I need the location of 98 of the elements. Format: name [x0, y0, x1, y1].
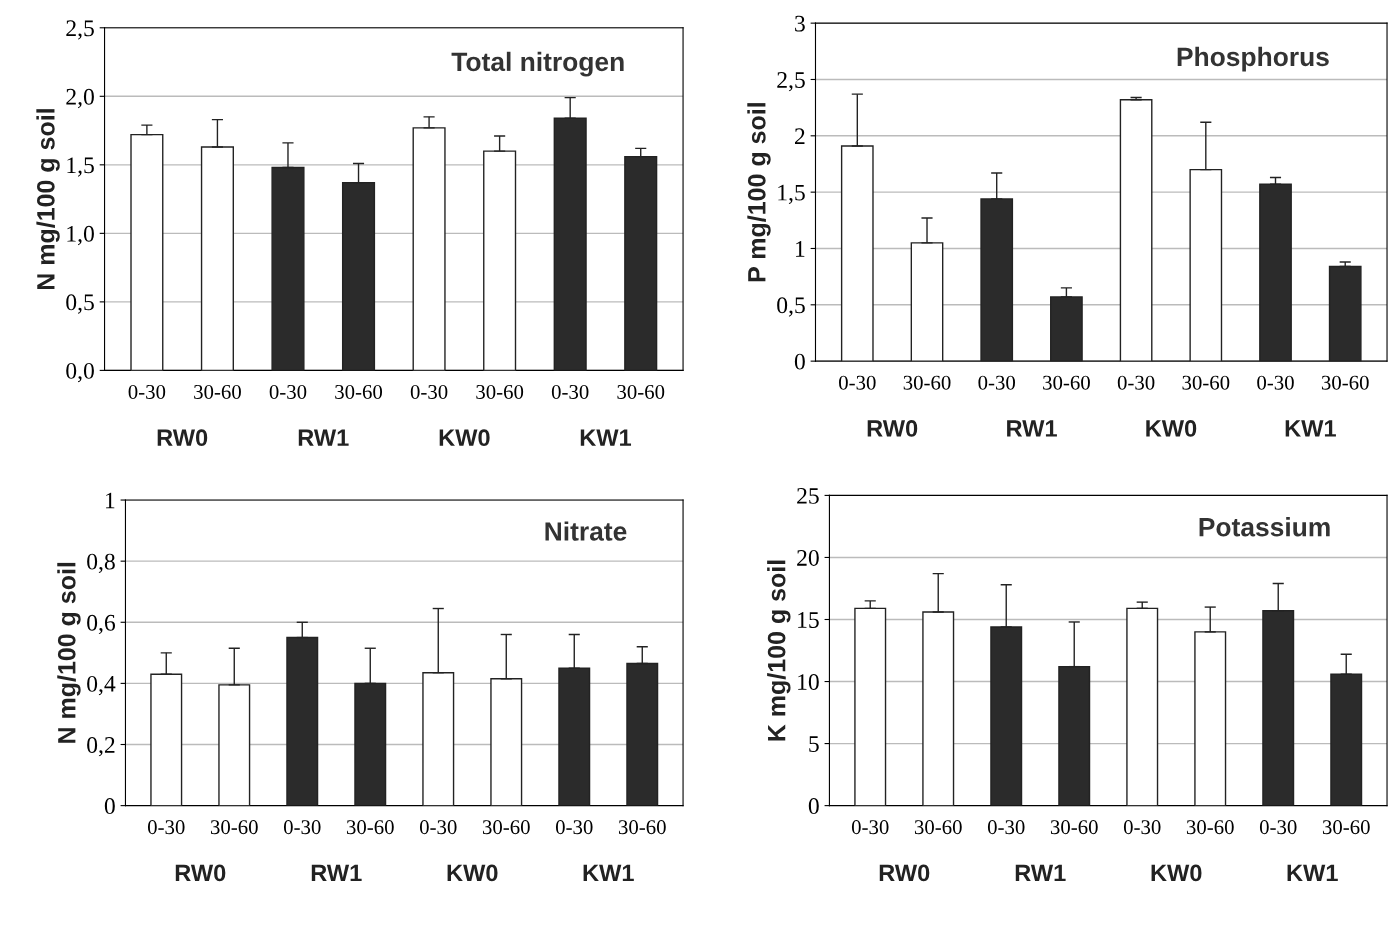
text: KW1 [580, 429, 632, 446]
x-tick-label: 30-60 [482, 820, 530, 835]
bar [558, 667, 591, 806]
y-tick-label: 0,4 [87, 675, 116, 696]
x-tick-label: 30-60 [1182, 375, 1230, 390]
y-tick-label: 0 [808, 798, 819, 815]
x-tick-label: 0-30 [410, 384, 448, 399]
x-tick-label: 30-60 [1050, 820, 1098, 835]
y-tick-label: 1 [106, 492, 115, 509]
x-tick-label: 30-60 [903, 375, 951, 390]
y-tick-label: 0 [794, 353, 805, 370]
x-tick-label: 0-30 [1123, 820, 1161, 835]
x-tick-label: 0-30 [555, 820, 593, 835]
bar [840, 145, 874, 362]
x-tick-label: 0-30 [283, 820, 321, 835]
bar [483, 150, 517, 371]
text: Total nitrogen [451, 51, 624, 77]
bar [1126, 607, 1159, 806]
y-tick-label: 2,0 [66, 88, 94, 109]
x-tick-label: 30-60 [1186, 820, 1234, 835]
bar [412, 127, 446, 371]
y-tick-label: 0,5 [777, 297, 805, 317]
text: KW0 [1151, 864, 1202, 882]
y-tick-label: 0 [104, 798, 115, 815]
x-tick-label: 0-30 [1117, 375, 1155, 390]
x-tick-label: 30-60 [210, 820, 258, 835]
y-tick-label: 2 [795, 128, 805, 145]
x-tick-label: 30-60 [476, 384, 524, 399]
text: RW1 [298, 429, 349, 446]
y-tick-label: 10 [798, 674, 819, 690]
y-tick-label: 1 [796, 241, 805, 257]
y-axis-title: P mg/100 g soil [747, 103, 771, 282]
y-tick-label: 20 [797, 549, 819, 566]
text: KW1 [1285, 420, 1336, 437]
text: Phosphorus [1177, 46, 1329, 72]
x-tick-label: 0-30 [269, 384, 307, 399]
y-tick-label: 1,0 [67, 225, 94, 246]
text: KW1 [1287, 864, 1338, 882]
x-tick-label: 30-60 [335, 384, 383, 399]
y-tick-label: 15 [798, 612, 819, 628]
bar [218, 684, 251, 806]
y-tick-label: 0,0 [66, 362, 94, 383]
x-tick-label: 0-30 [1257, 375, 1294, 390]
text: KW0 [447, 864, 498, 882]
y-axis-title: N mg/100 g soil [57, 562, 81, 743]
x-tick-label: 0-30 [1259, 820, 1297, 835]
x-tick-label: 30-60 [618, 820, 666, 835]
text: RW1 [1007, 420, 1057, 437]
x-tick-label: 30-60 [617, 384, 665, 399]
x-tick-label: 0-30 [987, 820, 1025, 835]
x-tick-label: 0-30 [147, 820, 185, 835]
x-tick-label: 30-60 [1322, 820, 1370, 835]
y-tick-label: 0,6 [87, 614, 116, 635]
bar [1262, 610, 1295, 806]
y-tick-label: 2,5 [777, 72, 805, 92]
y-tick-label: 0,5 [66, 294, 94, 314]
y-tick-label: 0,2 [87, 736, 115, 757]
x-tick-label: 0-30 [839, 375, 876, 390]
y-tick-label: 5 [809, 736, 819, 752]
y-tick-label: 2,5 [66, 20, 94, 40]
text: RW1 [311, 864, 362, 882]
x-tick-label: 30-60 [194, 384, 241, 399]
text: KW0 [1146, 420, 1197, 437]
bar [990, 626, 1023, 806]
text: RW1 [1015, 864, 1066, 882]
bar [922, 611, 955, 806]
text: RW0 [879, 864, 930, 882]
x-tick-label: 0-30 [551, 384, 589, 399]
bar [1119, 99, 1153, 362]
x-tick-label: 0-30 [419, 820, 457, 835]
text: KW1 [583, 864, 634, 882]
y-tick-label: 0,8 [87, 553, 115, 573]
x-tick-label: 0-30 [978, 375, 1016, 390]
bar [1330, 673, 1363, 806]
bar [200, 146, 234, 371]
x-tick-label: 30-60 [1321, 375, 1369, 390]
text: RW0 [867, 420, 918, 437]
text: RW0 [157, 429, 208, 447]
x-tick-label: 30-60 [914, 820, 962, 835]
bar [1194, 631, 1227, 806]
y-axis-title: K mg/100 g soil [767, 560, 791, 741]
x-tick-label: 30-60 [1043, 375, 1090, 390]
x-tick-label: 0-30 [851, 820, 889, 835]
bar [1328, 265, 1362, 362]
y-tick-label: 1,5 [778, 184, 805, 204]
x-tick-label: 30-60 [346, 820, 394, 835]
y-axis-title: N mg/100 g soil [36, 109, 60, 290]
y-tick-label: 3 [795, 15, 805, 32]
text: Nitrate [545, 521, 627, 541]
bar [980, 198, 1014, 362]
text: Potassium [1199, 517, 1330, 537]
y-tick-label: 25 [797, 487, 819, 504]
x-tick-label: 0-30 [128, 384, 166, 399]
y-tick-label: 1,5 [67, 157, 94, 177]
text: KW0 [439, 429, 490, 447]
bar [1050, 296, 1083, 362]
text: RW0 [175, 864, 226, 882]
bar [910, 242, 944, 362]
